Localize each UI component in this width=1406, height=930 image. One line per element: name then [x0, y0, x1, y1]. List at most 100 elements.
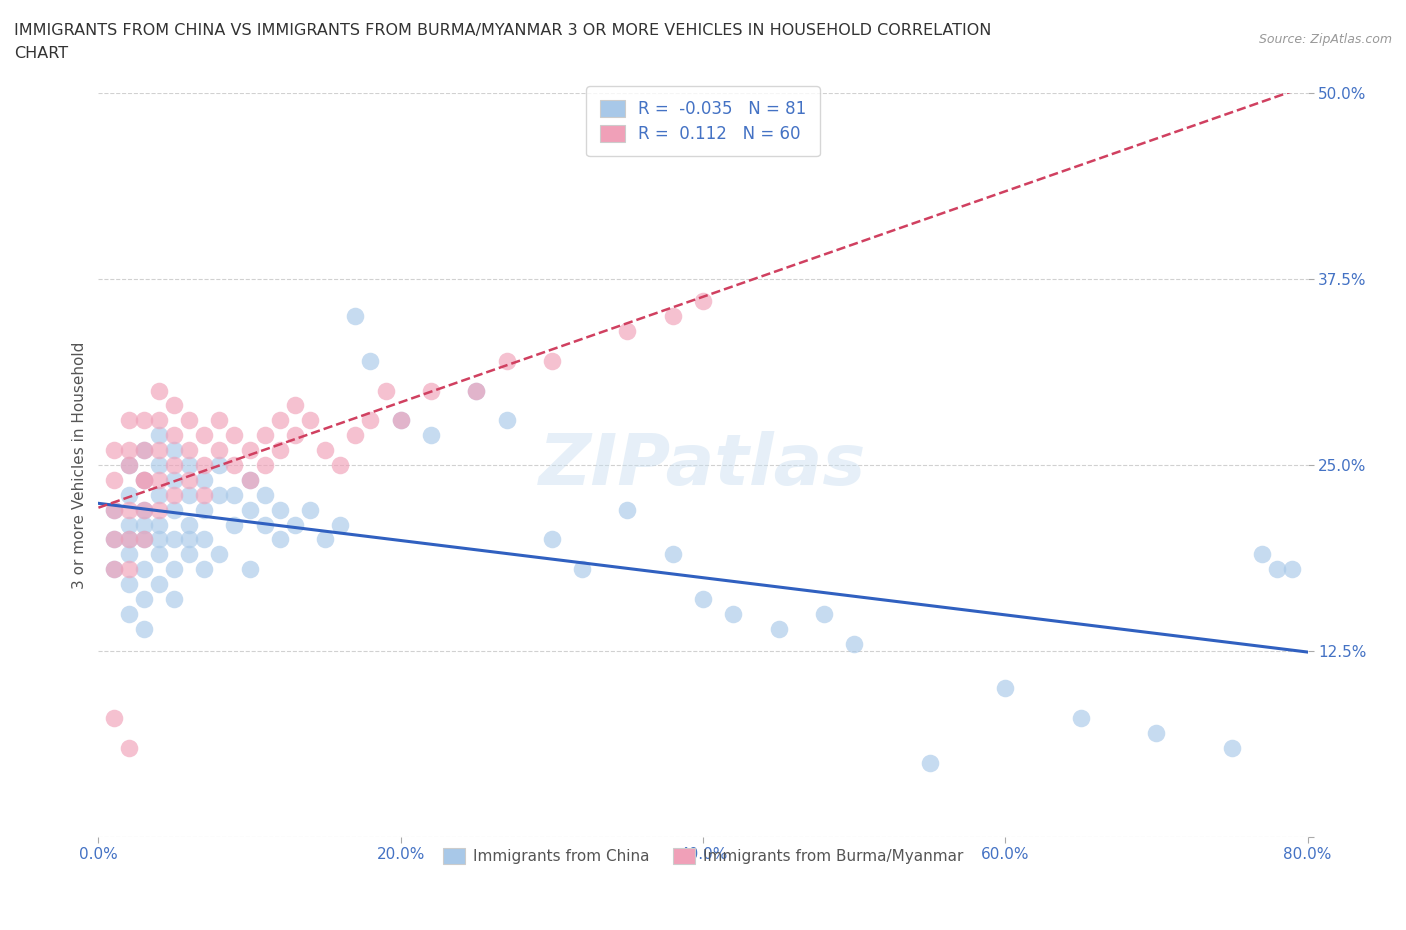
Point	[239, 443, 262, 458]
Point	[389, 413, 412, 428]
Point	[103, 532, 125, 547]
Point	[813, 606, 835, 621]
Point	[132, 502, 155, 517]
Y-axis label: 3 or more Vehicles in Household: 3 or more Vehicles in Household	[72, 341, 87, 589]
Point	[1144, 725, 1167, 740]
Point	[193, 472, 215, 487]
Point	[239, 472, 262, 487]
Point	[193, 502, 215, 517]
Point	[132, 562, 155, 577]
Point	[465, 383, 488, 398]
Point	[420, 428, 443, 443]
Point	[163, 562, 186, 577]
Point	[132, 472, 155, 487]
Point	[269, 532, 291, 547]
Point	[132, 413, 155, 428]
Point	[118, 577, 141, 591]
Point	[132, 443, 155, 458]
Point	[1281, 562, 1303, 577]
Point	[661, 547, 683, 562]
Point	[314, 532, 336, 547]
Point	[616, 324, 638, 339]
Point	[179, 472, 201, 487]
Point	[692, 294, 714, 309]
Point	[103, 472, 125, 487]
Point	[179, 413, 201, 428]
Point	[360, 353, 382, 368]
Point	[163, 472, 186, 487]
Point	[374, 383, 396, 398]
Point	[344, 309, 367, 324]
Point	[163, 591, 186, 606]
Point	[132, 517, 155, 532]
Point	[132, 443, 155, 458]
Point	[118, 532, 141, 547]
Point	[616, 502, 638, 517]
Point	[118, 458, 141, 472]
Point	[148, 517, 170, 532]
Point	[193, 532, 215, 547]
Point	[269, 443, 291, 458]
Point	[148, 577, 170, 591]
Point	[844, 636, 866, 651]
Point	[299, 502, 322, 517]
Point	[420, 383, 443, 398]
Point	[329, 517, 352, 532]
Point	[179, 487, 201, 502]
Point	[253, 458, 276, 472]
Point	[1070, 711, 1092, 725]
Point	[103, 562, 125, 577]
Point	[132, 532, 155, 547]
Point	[148, 413, 170, 428]
Point	[723, 606, 745, 621]
Point	[224, 517, 246, 532]
Point	[571, 562, 593, 577]
Point	[179, 443, 201, 458]
Point	[193, 562, 215, 577]
Point	[994, 681, 1017, 696]
Point	[239, 562, 262, 577]
Point	[103, 562, 125, 577]
Point	[163, 532, 186, 547]
Point	[118, 487, 141, 502]
Point	[224, 487, 246, 502]
Point	[103, 532, 125, 547]
Point	[299, 413, 322, 428]
Point	[103, 502, 125, 517]
Point	[329, 458, 352, 472]
Point	[661, 309, 683, 324]
Point	[1220, 740, 1243, 755]
Point	[163, 458, 186, 472]
Point	[540, 353, 562, 368]
Text: ZIPatlas: ZIPatlas	[540, 431, 866, 499]
Point	[208, 443, 231, 458]
Text: Source: ZipAtlas.com: Source: ZipAtlas.com	[1258, 33, 1392, 46]
Point	[389, 413, 412, 428]
Point	[768, 621, 790, 636]
Point	[1267, 562, 1289, 577]
Point	[103, 443, 125, 458]
Point	[179, 517, 201, 532]
Point	[314, 443, 336, 458]
Point	[148, 532, 170, 547]
Point	[132, 502, 155, 517]
Point	[103, 711, 125, 725]
Point	[284, 398, 307, 413]
Point	[118, 413, 141, 428]
Point	[465, 383, 488, 398]
Text: IMMIGRANTS FROM CHINA VS IMMIGRANTS FROM BURMA/MYANMAR 3 OR MORE VEHICLES IN HOU: IMMIGRANTS FROM CHINA VS IMMIGRANTS FROM…	[14, 23, 991, 38]
Point	[253, 428, 276, 443]
Point	[284, 428, 307, 443]
Point	[284, 517, 307, 532]
Point	[148, 443, 170, 458]
Point	[132, 532, 155, 547]
Point	[148, 547, 170, 562]
Point	[132, 621, 155, 636]
Point	[118, 606, 141, 621]
Point	[224, 428, 246, 443]
Point	[163, 443, 186, 458]
Point	[118, 502, 141, 517]
Point	[239, 502, 262, 517]
Legend: Immigrants from China, Immigrants from Burma/Myanmar: Immigrants from China, Immigrants from B…	[436, 842, 970, 870]
Point	[208, 458, 231, 472]
